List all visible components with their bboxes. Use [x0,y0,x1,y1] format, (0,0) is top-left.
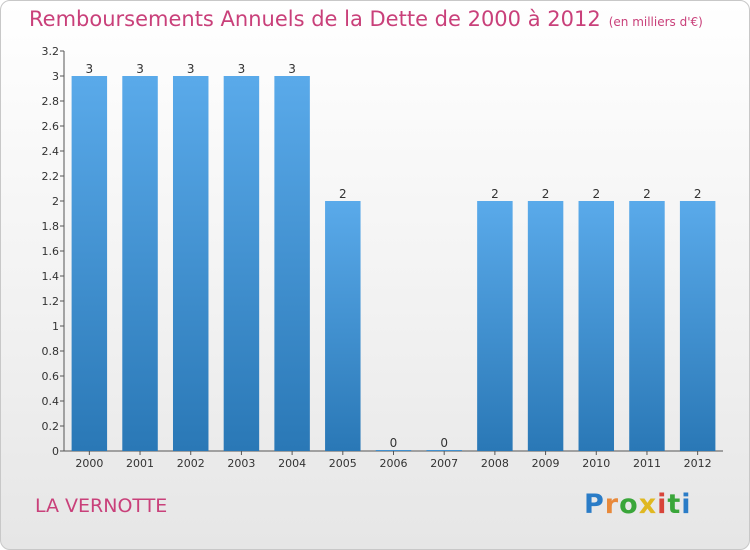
bars [71,76,716,451]
x-tick-label: 2010 [582,457,610,470]
x-tick-label: 2007 [430,457,458,470]
y-tick-label: 0.2 [42,420,60,433]
logo-letter: P [584,489,605,520]
proxiti-logo[interactable]: Proxiti [584,489,692,520]
y-axis: 0 0.2 0.4 0.6 0.8 1 1.2 1.4 1.6 1.8 2 2.2 2.4 2.6 2.8 3… [42,45,65,458]
data-labels: 3 3 3 3 3 2 0 0 2 2 2 2 2 [86,62,702,450]
x-tick-label: 2006 [380,457,408,470]
logo-letter: r [604,489,620,520]
bar-value-label: 2 [643,187,651,201]
bar-value-label: 3 [187,62,195,76]
x-axis: 2000 2001 2002 2003 2004 2005 2006 2007 2008 2009… [64,450,723,470]
chart-title: Remboursements Annuels de la Dette de 20… [29,7,601,31]
y-tick-label: 1.8 [42,220,60,233]
bar[interactable] [679,201,716,451]
x-tick-label: 2012 [684,457,712,470]
bar[interactable] [375,450,412,451]
y-tick-label: 1.4 [42,270,60,283]
bar[interactable] [426,450,462,451]
bar[interactable] [172,76,209,451]
logo-letter: i [657,489,668,520]
bar[interactable] [527,201,564,451]
bar[interactable] [71,76,108,451]
bar-value-label: 2 [542,187,550,201]
bar[interactable] [274,76,310,451]
bar[interactable] [122,76,158,451]
bar-value-label: 3 [86,62,94,76]
bar[interactable] [477,201,513,451]
bar[interactable] [325,201,361,451]
y-tick-label: 0.8 [42,345,60,358]
y-tick-label: 0 [52,445,59,458]
y-tick-label: 1.6 [42,245,60,258]
bar-value-label: 3 [238,62,246,76]
bar[interactable] [578,201,615,451]
y-tick-label: 2 [52,195,59,208]
y-tick-label: 0.4 [42,395,60,408]
x-tick-label: 2009 [532,457,560,470]
y-tick-label: 2.2 [42,170,60,183]
x-tick-label: 2002 [177,457,205,470]
bar-value-label: 2 [339,187,347,201]
y-tick-label: 3.2 [42,45,60,58]
bar-value-label: 0 [440,436,448,450]
bar-value-label: 2 [491,187,499,201]
logo-letter: x [638,489,658,520]
bar[interactable] [223,76,260,451]
x-tick-label: 2011 [633,457,661,470]
y-tick-label: 1 [52,320,59,333]
y-tick-label: 0.6 [42,370,60,383]
bar-value-label: 0 [390,436,398,450]
x-tick-label: 2001 [126,457,154,470]
chart-title-row: Remboursements Annuels de la Dette de 20… [29,7,703,31]
logo-letter: t [667,489,682,520]
bar-value-label: 3 [136,62,144,76]
x-tick-label: 2000 [75,457,103,470]
y-tick-label: 2.8 [42,95,60,108]
y-tick-label: 2.4 [42,145,60,158]
x-tick-label: 2003 [227,457,255,470]
y-tick-label: 1.2 [42,295,60,308]
y-tick-label: 3 [52,70,59,83]
bar-value-label: 2 [592,187,600,201]
bar[interactable] [629,201,665,451]
bar-value-label: 3 [288,62,296,76]
bar-value-label: 2 [694,187,702,201]
y-tick-label: 2.6 [42,120,60,133]
logo-letter: o [619,489,639,520]
x-tick-label: 2008 [481,457,509,470]
chart-unit: (en milliers d'€) [608,15,703,29]
logo-letter: i [681,489,692,520]
x-tick-label: 2004 [278,457,306,470]
commune-name: LA VERNOTTE [35,495,168,517]
x-tick-label: 2005 [329,457,357,470]
